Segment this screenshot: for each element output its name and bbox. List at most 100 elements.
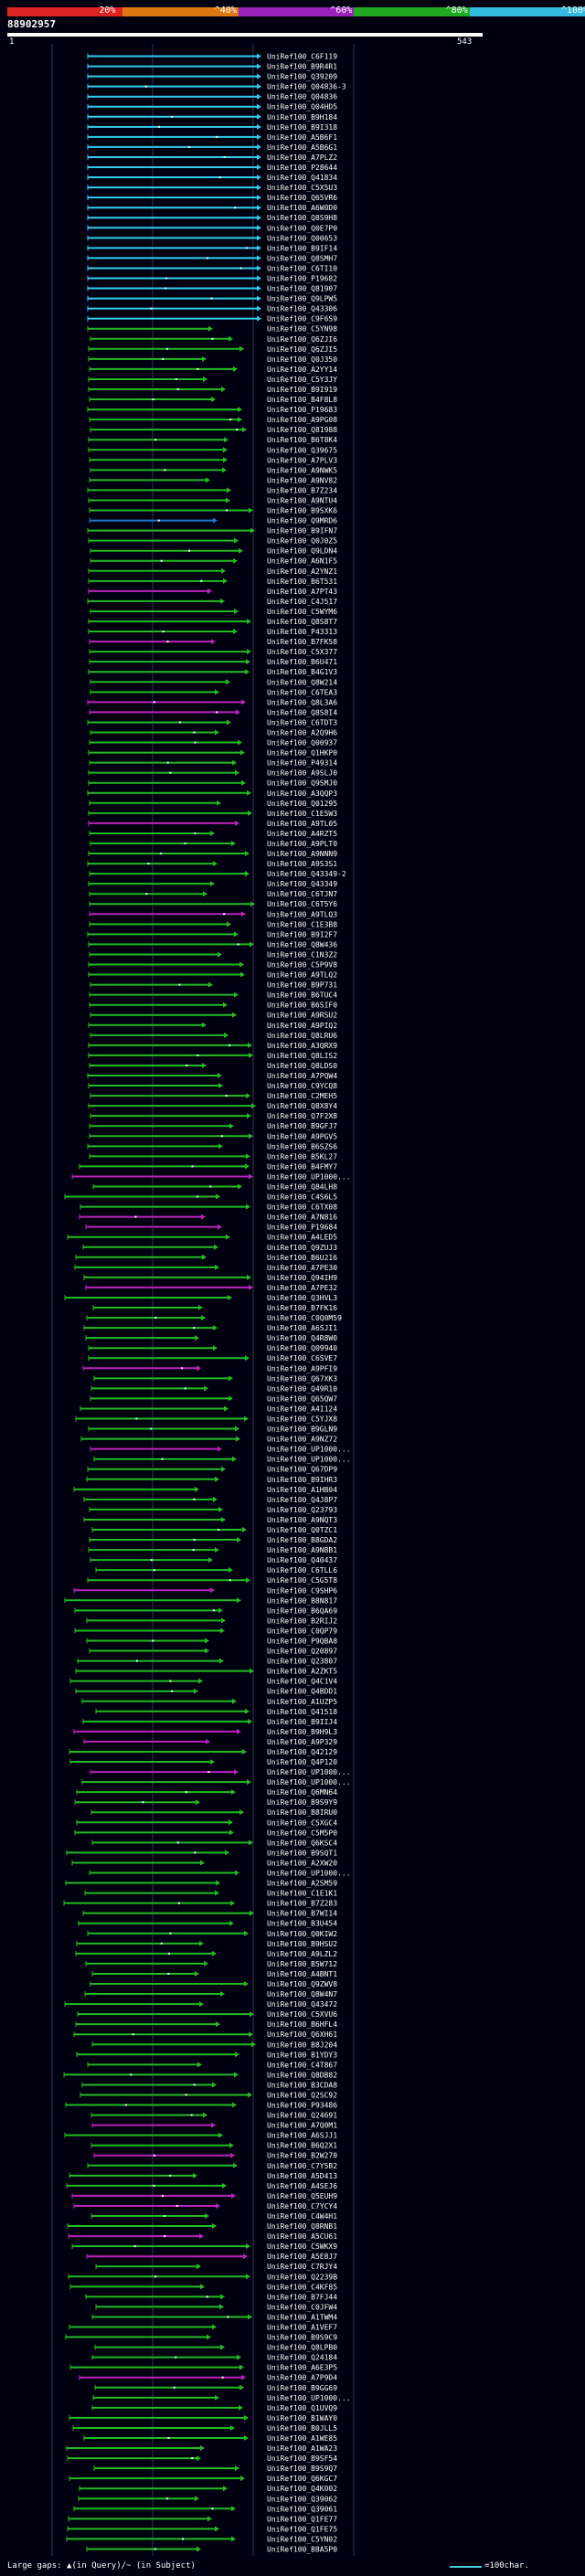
hit-arrow [203, 2112, 207, 2118]
hit-row: UniRef100_B6SIF0 [89, 1002, 337, 1010]
hit-row: UniRef100_B9R4R1 [87, 63, 337, 71]
hit-row: UniRef100_P28644 [87, 164, 337, 172]
hit-label: UniRef100_UP1000... [267, 1768, 351, 1776]
gap-marker [218, 176, 221, 179]
hit-label: UniRef100_Q40437 [267, 1556, 337, 1564]
hit-label: UniRef100_C2MEH5 [267, 1092, 337, 1100]
hit-label: UniRef100_Q8RNB1 [267, 2222, 337, 2231]
hit-label: UniRef100_Q8W214 [267, 678, 337, 686]
hit-row: UniRef100_Q84LH8 [92, 1182, 337, 1191]
hit-label: UniRef100_Q67XK3 [267, 1374, 337, 1383]
hit-row: UniRef100_A7PE32 [85, 1284, 337, 1292]
hit-label: UniRef100_B9GG69 [267, 2384, 337, 2392]
hit-label: UniRef100_Q8DB82 [267, 2071, 337, 2079]
hit-row: UniRef100_A9PGV5 [89, 1132, 337, 1140]
hit-label: UniRef100_A4LED5 [267, 1234, 337, 1242]
hit-arrow [226, 1234, 230, 1240]
hit-label: UniRef100_C1E5W3 [267, 810, 337, 818]
hit-label: UniRef100_Q8S8I4 [267, 708, 337, 716]
hit-row: UniRef100_Q8LRU6 [90, 1032, 337, 1040]
hit-label: UniRef100_C4W4H1 [267, 2212, 337, 2221]
hit-row: UniRef100_C7YCY4 [73, 2202, 337, 2210]
hit-row: UniRef100_A9PIQ2 [88, 1022, 337, 1030]
hit-row: UniRef100_A2ZKT5 [75, 1668, 337, 1676]
hit-row: UniRef100_Q01295 [89, 800, 337, 808]
hit-arrow [210, 830, 215, 836]
hit-label: UniRef100_A9NBB1 [267, 1546, 337, 1554]
hit-arrow [215, 1890, 219, 1896]
hit-label: UniRef100_UP1000... [267, 1870, 351, 1878]
hit-row: UniRef100_A5B6F1 [87, 133, 337, 142]
hit-row: UniRef100_Q8DB82 [63, 2071, 337, 2079]
gap-marker [223, 913, 226, 916]
hit-label: UniRef100_Q8S9H8 [267, 214, 337, 222]
hit-arrow [235, 1426, 239, 1432]
hit-arrow [235, 820, 239, 826]
hit-label: UniRef100_Q9ZUJ3 [267, 1244, 337, 1252]
gap-marker [144, 85, 147, 88]
hit-row: UniRef100_Q9SMJ0 [88, 779, 337, 788]
hit-arrow [257, 285, 261, 292]
hit-label: UniRef100_Q65QW7 [267, 1394, 337, 1403]
hit-row: UniRef100_P9QBA8 [86, 1637, 337, 1645]
hit-row: UniRef100_Q0TZC1 [91, 1526, 337, 1534]
hit-arrow [218, 951, 222, 958]
footer-scale-label: =100char. [484, 2561, 529, 2571]
gap-marker [145, 893, 148, 896]
hit-arrow [234, 537, 239, 544]
hit-row: UniRef100_Q42129 [69, 1748, 337, 1756]
hit-arrow [244, 1930, 249, 1936]
gap-marker [176, 2204, 178, 2207]
hit-label: UniRef100_B9I2F7 [267, 930, 337, 938]
hit-label: UniRef100_C9YCQ8 [267, 1082, 337, 1090]
hit-label: UniRef100_C5Y3JY [267, 376, 337, 384]
hit-row: UniRef100_B7FK58 [89, 638, 337, 646]
hit-arrow [206, 1738, 210, 1744]
hit-row: UniRef100_Q39209 [87, 73, 337, 81]
hit-arrow [231, 840, 236, 846]
hit-row: UniRef100_Q0J350 [88, 355, 337, 364]
hit-arrow [246, 1577, 250, 1584]
hit-row: UniRef100_A7N816 [79, 1214, 337, 1222]
hit-label: UniRef100_C5YJX8 [267, 1415, 337, 1424]
hit-arrow [240, 2475, 245, 2482]
hit-arrow [242, 1526, 247, 1532]
hit-label: UniRef100_A7PE32 [267, 1284, 337, 1292]
hit-arrow [245, 851, 250, 857]
hit-row: UniRef100_A7PLV3 [89, 456, 337, 464]
hit-row: UniRef100_A9LZL2 [75, 1950, 337, 1958]
hit-row: UniRef100_Q04836-3 [87, 83, 346, 91]
gap-marker [220, 1135, 223, 1138]
hit-label: UniRef100_Q24691 [267, 2112, 337, 2120]
legend-segment [469, 7, 585, 16]
hit-label: UniRef100_Q43349-2 [267, 870, 346, 878]
gap-marker [154, 439, 157, 441]
hit-arrow [197, 2263, 201, 2270]
gap-marker [193, 1327, 196, 1330]
hit-label: UniRef100_C5XGC4 [267, 1818, 337, 1827]
hit-label: UniRef100_A3QQP3 [267, 790, 337, 798]
gap-marker [176, 1841, 179, 1844]
hit-label: UniRef100_C5P9V8 [267, 961, 337, 970]
hit-label: UniRef100_A9NNN9 [267, 850, 337, 858]
hit-row: UniRef100_B8GDA2 [89, 1536, 337, 1544]
gap-marker [169, 1932, 172, 1935]
hit-label: UniRef100_P19683 [267, 406, 337, 414]
footer-legend: Large gaps: ▲(in Query)/~ (in Subject) [7, 2561, 196, 2571]
hit-label: UniRef100_C5M5P0 [267, 1829, 337, 1837]
hit-arrow [250, 901, 255, 907]
hit-label: UniRef100_P49314 [267, 759, 337, 768]
hit-label: UniRef100_A9NZ72 [267, 1436, 337, 1444]
hit-label: UniRef100_B7Z283 [267, 1900, 337, 1908]
hit-row: UniRef100_Q9LPW5 [87, 295, 337, 303]
hit-arrow [196, 1799, 200, 1806]
hit-arrow [221, 1516, 226, 1522]
hit-label: UniRef100_Q4R8W0 [267, 1334, 337, 1342]
hit-label: UniRef100_Q81907 [267, 285, 337, 293]
hit-arrow [231, 2192, 236, 2199]
hit-row: UniRef100_B1WAY0 [69, 2414, 337, 2422]
hit-arrow [194, 1688, 198, 1694]
hit-label: UniRef100_B8GDA2 [267, 1536, 337, 1544]
hit-label: UniRef100_C6TX08 [267, 1203, 337, 1212]
hit-row: UniRef100_A2YY14 [89, 366, 337, 374]
